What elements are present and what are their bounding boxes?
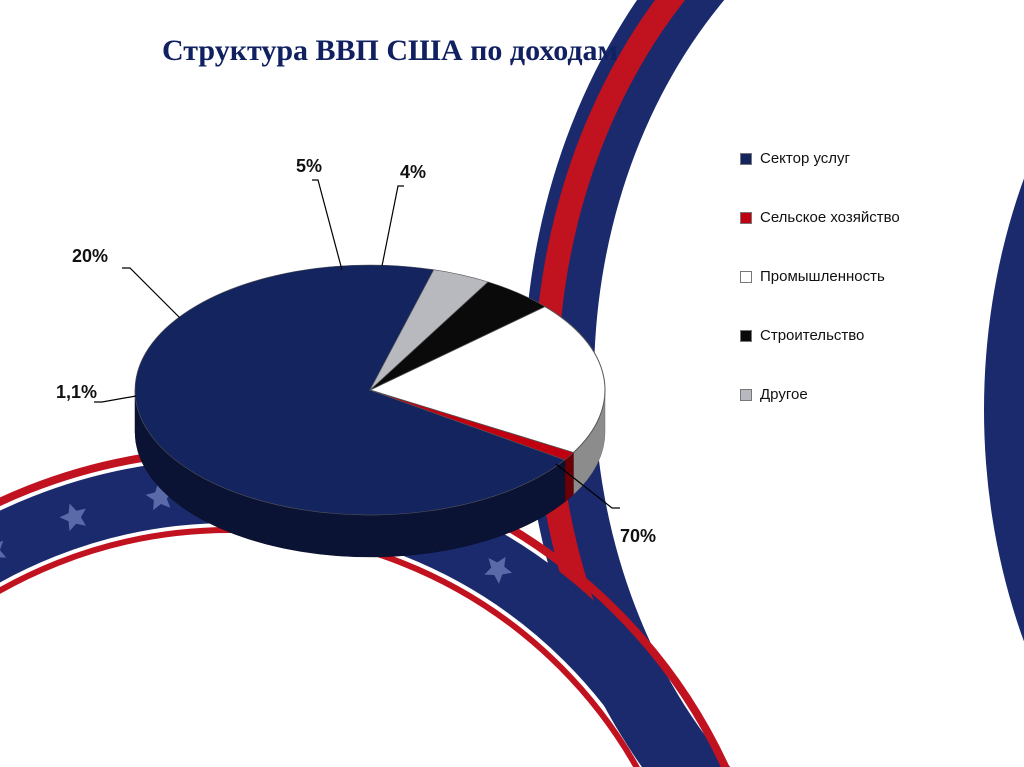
legend-label: Сектор услуг <box>760 150 850 167</box>
page-title: Структура ВВП США по доходам <box>0 34 780 68</box>
legend-swatch <box>740 212 752 224</box>
legend-label: Сельское хозяйство <box>760 209 900 226</box>
slice-label: 5% <box>296 156 322 177</box>
chart-legend: Сектор услуг Сельское хозяйство Промышленн… <box>740 150 900 445</box>
legend-swatch <box>740 153 752 165</box>
legend-swatch <box>740 389 752 401</box>
legend-item: Другое <box>740 386 900 403</box>
slice-label: 4% <box>400 162 426 183</box>
legend-label: Другое <box>760 386 808 403</box>
decor-band-inner <box>984 0 1024 767</box>
pie-chart: 70%4%5%20%1,1% <box>60 150 680 630</box>
legend-item: Сельское хозяйство <box>740 209 900 226</box>
legend-swatch <box>740 330 752 342</box>
leader-line <box>94 396 136 402</box>
legend-swatch <box>740 271 752 283</box>
legend-item: Строительство <box>740 327 900 344</box>
legend-label: Промышленность <box>760 268 885 285</box>
leader-line <box>122 268 180 318</box>
legend-item: Промышленность <box>740 268 900 285</box>
legend-label: Строительство <box>760 327 864 344</box>
slice-label: 1,1% <box>56 382 97 403</box>
leader-line <box>312 180 342 270</box>
slice-label: 20% <box>72 246 108 267</box>
leader-line <box>382 186 404 266</box>
legend-item: Сектор услуг <box>740 150 900 167</box>
slice-label: 70% <box>620 526 656 547</box>
